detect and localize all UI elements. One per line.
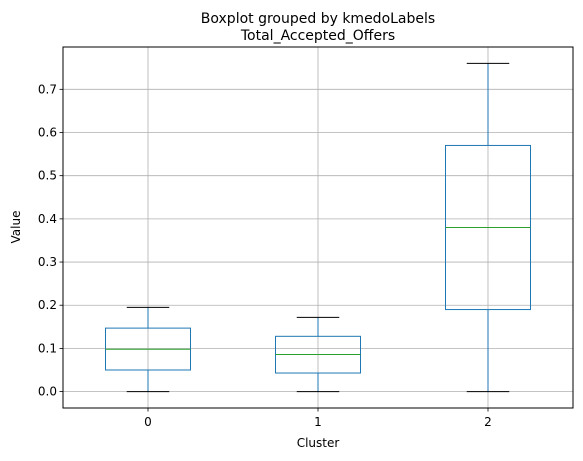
x-tick-label: 1 — [314, 415, 322, 429]
chart-title: Total_Accepted_Offers — [240, 28, 395, 44]
x-axis-label: Cluster — [297, 436, 340, 450]
x-tick-label: 0 — [144, 415, 152, 429]
y-tick-label: 0.6 — [38, 126, 57, 140]
y-tick-label: 0.4 — [38, 212, 57, 226]
y-tick-label: 0.2 — [38, 298, 57, 312]
axis-ticks: 0.0 0.1 0.2 0.3 0.4 0.5 0.6 0.7 0 1 2 — [38, 82, 492, 429]
y-tick-label: 0.1 — [38, 341, 57, 355]
y-axis-label: Value — [9, 211, 23, 244]
y-tick-label: 0.7 — [38, 82, 57, 96]
chart-suptitle: Boxplot grouped by kmedoLabels — [201, 11, 435, 27]
y-tick-label: 0.0 — [38, 385, 57, 399]
y-tick-label: 0.3 — [38, 255, 57, 269]
y-tick-label: 0.5 — [38, 169, 57, 183]
x-tick-label: 2 — [484, 415, 492, 429]
